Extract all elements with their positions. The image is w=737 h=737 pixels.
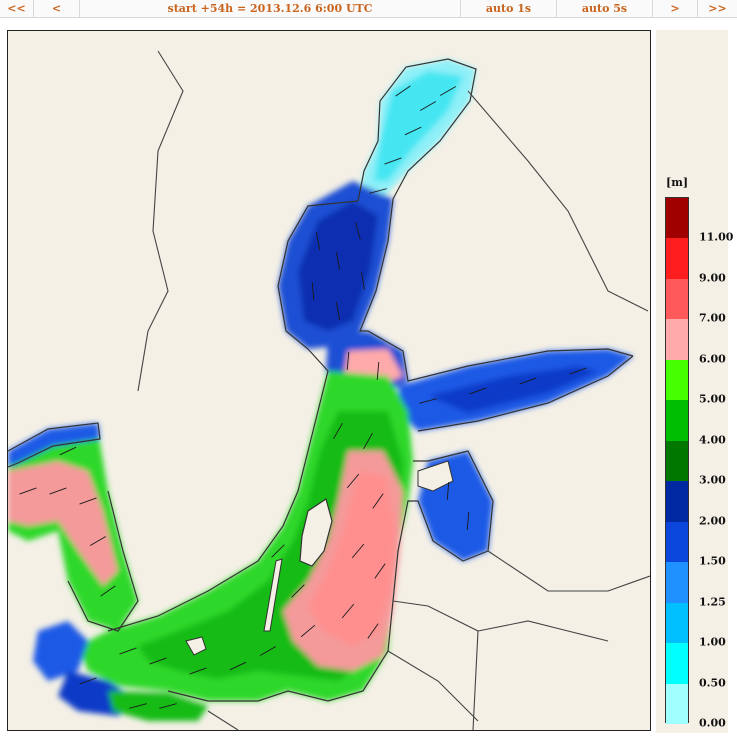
- oland-island: [263, 558, 283, 632]
- legend-swatch: [666, 683, 688, 724]
- legend-tick-label: 3.00: [699, 473, 726, 487]
- direction-arrow: [419, 398, 437, 404]
- legend-swatch: [666, 238, 688, 279]
- forecast-time-title: start +54h = 2013.12.6 6:00 UTC: [80, 0, 461, 17]
- previous-frame-button[interactable]: <: [34, 0, 80, 17]
- legend-tick-label: 6.00: [699, 352, 726, 366]
- direction-arrow: [189, 667, 207, 675]
- direction-arrow: [315, 232, 321, 250]
- auto-1s-button[interactable]: auto 1s: [461, 0, 557, 17]
- direction-arrow: [395, 85, 411, 97]
- direction-arrow: [335, 302, 341, 320]
- country-borders: [137, 50, 650, 730]
- auto-5s-button[interactable]: auto 5s: [557, 0, 653, 17]
- direction-arrow: [367, 623, 379, 639]
- direction-arrow: [439, 86, 457, 96]
- direction-arrow: [569, 367, 587, 375]
- direction-arrow: [466, 511, 470, 531]
- direction-arrow: [129, 703, 147, 709]
- direction-arrow: [374, 563, 386, 579]
- legend-tick-label: 4.00: [699, 433, 726, 447]
- coastlines: [8, 58, 634, 702]
- legend-swatch: [666, 643, 688, 684]
- direction-arrow: [49, 487, 67, 495]
- direction-arrow: [335, 252, 341, 270]
- last-frame-button[interactable]: >>: [708, 2, 727, 15]
- direction-arrow: [259, 646, 277, 656]
- direction-arrow: [100, 585, 116, 597]
- legend-tick-label: 5.00: [699, 392, 726, 406]
- direction-arrow: [229, 661, 247, 671]
- direction-arrow: [360, 272, 366, 290]
- legend-color-bar: [665, 197, 689, 724]
- direction-arrow: [363, 432, 373, 450]
- direction-arrow: [291, 584, 305, 598]
- direction-arrow: [376, 361, 380, 381]
- direction-arrow: [159, 703, 177, 709]
- saaremaa-island: [417, 460, 454, 492]
- legend-tick-label: 11.00: [699, 230, 734, 244]
- direction-arrow: [346, 351, 350, 371]
- legend-tick-label: 1.25: [699, 595, 726, 609]
- first-frame-button[interactable]: <<: [0, 0, 34, 17]
- wave-height-map: [7, 30, 651, 731]
- direction-arrow: [519, 377, 537, 385]
- gotland-island: [299, 498, 333, 567]
- legend-swatch: [666, 602, 688, 644]
- direction-arrows: [19, 85, 587, 709]
- legend-tick-label: 7.00: [699, 311, 726, 325]
- direction-arrow: [89, 536, 107, 546]
- map-canvas: [8, 31, 650, 730]
- direction-arrow: [384, 157, 402, 165]
- direction-arrow: [119, 647, 137, 655]
- legend-swatch: [666, 440, 688, 482]
- direction-arrow: [355, 222, 361, 240]
- direction-arrow: [346, 473, 360, 489]
- direction-arrow: [19, 487, 37, 495]
- legend-tick-label: 0.00: [699, 716, 726, 730]
- direction-arrow: [79, 497, 97, 505]
- direction-arrow: [333, 422, 343, 440]
- legend-tick-label: 0.50: [699, 676, 726, 690]
- legend: [m] 0.00 0.50 1.00 1.25 1.50 2.00 3.00 4.00 5.00…: [656, 30, 733, 733]
- direction-arrow: [341, 603, 355, 619]
- direction-arrow: [469, 387, 487, 395]
- direction-arrow: [311, 281, 315, 301]
- legend-swatch: [666, 278, 688, 320]
- legend-swatch: [666, 400, 688, 441]
- direction-arrow: [300, 624, 316, 638]
- bornholm-island: [185, 636, 207, 656]
- legend-unit-label: [m]: [666, 176, 689, 189]
- direction-arrow: [79, 677, 97, 685]
- legend-swatch: [666, 562, 688, 603]
- next-frame-button[interactable]: >: [653, 0, 698, 17]
- legend-tick-label: 1.50: [699, 554, 726, 568]
- legend-swatch: [666, 359, 688, 401]
- direction-arrow: [419, 101, 437, 111]
- legend-tick-label: 2.00: [699, 514, 726, 528]
- direction-arrow: [149, 657, 167, 665]
- legend-swatch: [666, 319, 688, 360]
- direction-arrow: [404, 126, 422, 136]
- direction-arrow: [446, 481, 450, 501]
- direction-arrow: [351, 543, 365, 559]
- direction-arrow: [59, 446, 77, 456]
- legend-swatch: [666, 198, 688, 239]
- direction-arrow: [372, 493, 384, 509]
- direction-arrow: [369, 188, 387, 194]
- wave-field: [8, 59, 633, 721]
- toolbar: << < start +54h = 2013.12.6 6:00 UTC aut…: [0, 0, 737, 18]
- legend-swatch: [666, 481, 688, 522]
- direction-arrow: [271, 544, 285, 558]
- legend-tick-label: 9.00: [699, 271, 726, 285]
- legend-swatch: [666, 521, 688, 563]
- legend-tick-label: 1.00: [699, 635, 726, 649]
